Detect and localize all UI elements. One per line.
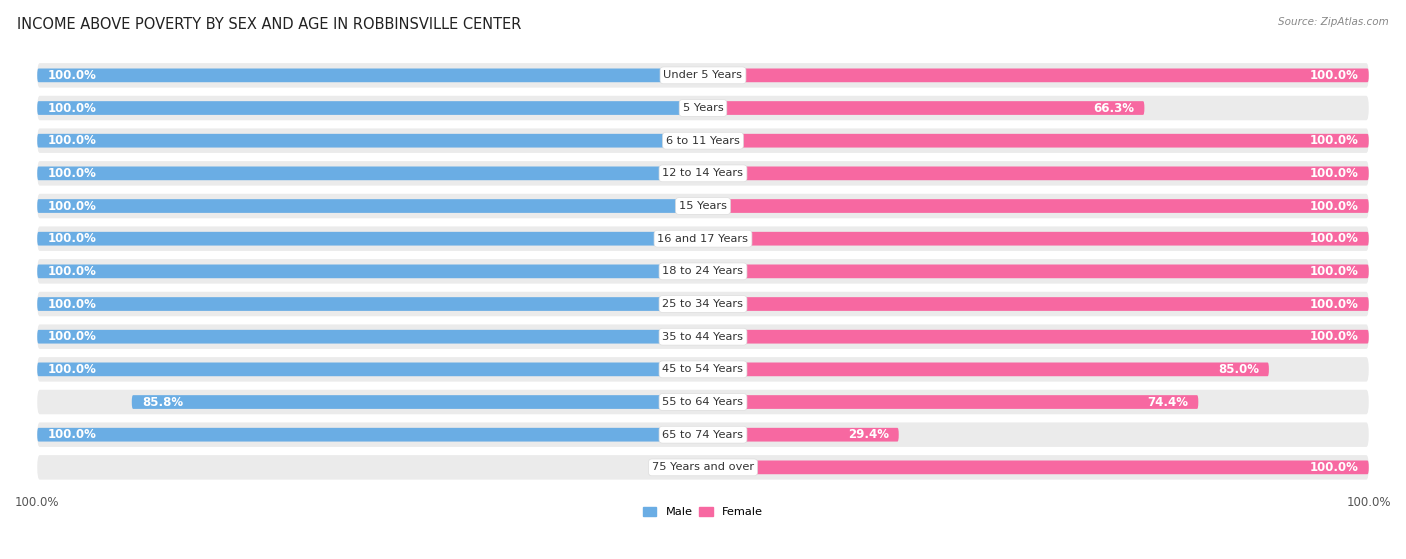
Text: 100.0%: 100.0% [1310,232,1358,245]
Text: 100.0%: 100.0% [1310,461,1358,474]
Text: 100.0%: 100.0% [1310,297,1358,311]
Text: 100.0%: 100.0% [48,134,96,147]
FancyBboxPatch shape [703,167,1369,180]
Text: 55 to 64 Years: 55 to 64 Years [662,397,744,407]
FancyBboxPatch shape [37,134,703,148]
Text: 74.4%: 74.4% [1147,396,1188,409]
FancyBboxPatch shape [37,199,703,213]
Text: 29.4%: 29.4% [848,428,889,441]
Text: 100.0%: 100.0% [48,363,96,376]
FancyBboxPatch shape [37,69,703,82]
FancyBboxPatch shape [37,101,703,115]
Text: 6 to 11 Years: 6 to 11 Years [666,136,740,146]
FancyBboxPatch shape [703,232,1369,245]
Text: 100.0%: 100.0% [1310,265,1358,278]
Text: 100.0%: 100.0% [1310,200,1358,212]
FancyBboxPatch shape [37,428,703,442]
FancyBboxPatch shape [37,292,1369,316]
Text: 18 to 24 Years: 18 to 24 Years [662,266,744,276]
Text: 75 Years and over: 75 Years and over [652,462,754,472]
Text: 85.8%: 85.8% [142,396,183,409]
Text: 45 to 54 Years: 45 to 54 Years [662,364,744,375]
Text: 100.0%: 100.0% [1310,134,1358,147]
Text: 15 Years: 15 Years [679,201,727,211]
FancyBboxPatch shape [703,199,1369,213]
Text: 100.0%: 100.0% [48,200,96,212]
FancyBboxPatch shape [37,129,1369,153]
FancyBboxPatch shape [37,226,1369,251]
Text: 100.0%: 100.0% [48,167,96,180]
Text: 100.0%: 100.0% [1310,330,1358,343]
FancyBboxPatch shape [703,362,1268,376]
Text: 100.0%: 100.0% [48,297,96,311]
Text: 25 to 34 Years: 25 to 34 Years [662,299,744,309]
FancyBboxPatch shape [703,297,1369,311]
FancyBboxPatch shape [37,167,703,180]
Text: INCOME ABOVE POVERTY BY SEX AND AGE IN ROBBINSVILLE CENTER: INCOME ABOVE POVERTY BY SEX AND AGE IN R… [17,17,522,32]
FancyBboxPatch shape [703,134,1369,148]
FancyBboxPatch shape [37,357,1369,382]
Text: 100.0%: 100.0% [48,330,96,343]
FancyBboxPatch shape [37,161,1369,186]
Text: 12 to 14 Years: 12 to 14 Years [662,168,744,178]
FancyBboxPatch shape [37,63,1369,88]
FancyBboxPatch shape [703,264,1369,278]
FancyBboxPatch shape [37,259,1369,283]
FancyBboxPatch shape [703,330,1369,344]
Text: 100.0%: 100.0% [48,428,96,441]
FancyBboxPatch shape [37,324,1369,349]
FancyBboxPatch shape [132,395,703,409]
Text: 85.0%: 85.0% [1218,363,1258,376]
Text: Source: ZipAtlas.com: Source: ZipAtlas.com [1278,17,1389,27]
FancyBboxPatch shape [703,461,1369,474]
FancyBboxPatch shape [37,297,703,311]
Text: 100.0%: 100.0% [48,69,96,82]
Text: Under 5 Years: Under 5 Years [664,70,742,80]
Text: 0.0%: 0.0% [657,461,690,474]
FancyBboxPatch shape [703,101,1144,115]
FancyBboxPatch shape [703,69,1369,82]
Text: 100.0%: 100.0% [48,232,96,245]
Text: 35 to 44 Years: 35 to 44 Years [662,331,744,342]
Text: 100.0%: 100.0% [48,265,96,278]
FancyBboxPatch shape [37,390,1369,414]
FancyBboxPatch shape [37,232,703,245]
Legend: Male, Female: Male, Female [638,502,768,522]
Text: 100.0%: 100.0% [48,102,96,115]
FancyBboxPatch shape [37,264,703,278]
Text: 16 and 17 Years: 16 and 17 Years [658,234,748,244]
FancyBboxPatch shape [703,428,898,442]
FancyBboxPatch shape [37,194,1369,218]
FancyBboxPatch shape [37,423,1369,447]
FancyBboxPatch shape [37,96,1369,120]
Text: 100.0%: 100.0% [1310,167,1358,180]
FancyBboxPatch shape [37,362,703,376]
Text: 66.3%: 66.3% [1094,102,1135,115]
Text: 100.0%: 100.0% [1310,69,1358,82]
Text: 65 to 74 Years: 65 to 74 Years [662,430,744,440]
Text: 5 Years: 5 Years [683,103,723,113]
FancyBboxPatch shape [37,455,1369,480]
FancyBboxPatch shape [37,330,703,344]
FancyBboxPatch shape [703,395,1198,409]
